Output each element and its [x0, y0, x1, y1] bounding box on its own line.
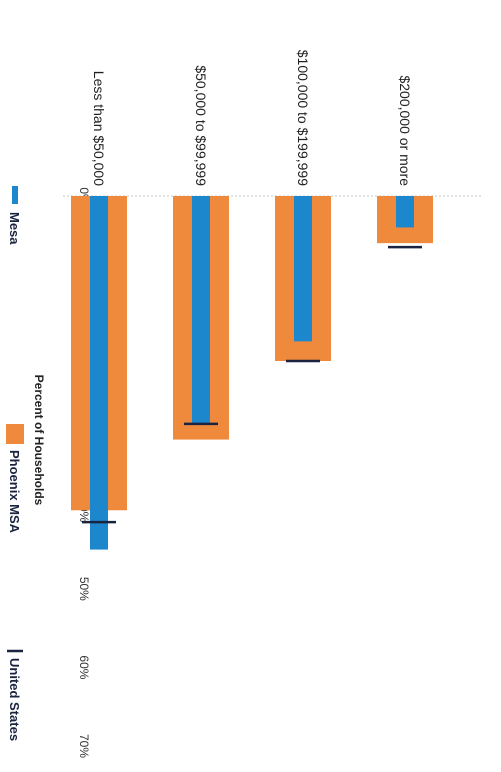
legend-label-united-states: United States [7, 658, 22, 741]
category-label: Less than $50,000 [91, 71, 107, 186]
chart-rotated-group: 0%10%20%30%40%50%60%70% $200,000 or more… [6, 50, 481, 758]
legend-swatch-mesa [12, 186, 18, 204]
tick-label: 50% [77, 577, 91, 601]
bar-mesa [90, 196, 108, 550]
category-labels: $200,000 or more $100,000 to $199,999 $50,… [91, 50, 413, 186]
bar-mesa [294, 196, 312, 342]
category-label: $100,000 to $199,999 [295, 50, 311, 186]
bar-mesa [192, 196, 210, 424]
category-label: $50,000 to $99,999 [193, 65, 209, 186]
legend-label-phoenix-msa: Phoenix MSA [7, 450, 22, 534]
tick-label: 60% [77, 655, 91, 679]
x-axis-label: Percent of Households [32, 375, 46, 506]
legend-swatch-phoenix-msa [6, 424, 24, 444]
legend-label-mesa: Mesa [7, 212, 22, 245]
tick-label: 70% [77, 734, 91, 758]
legend: Mesa Phoenix MSA United States [6, 186, 24, 741]
bars [71, 196, 433, 550]
category-label: $200,000 or more [397, 75, 413, 186]
bar-mesa [396, 196, 414, 228]
